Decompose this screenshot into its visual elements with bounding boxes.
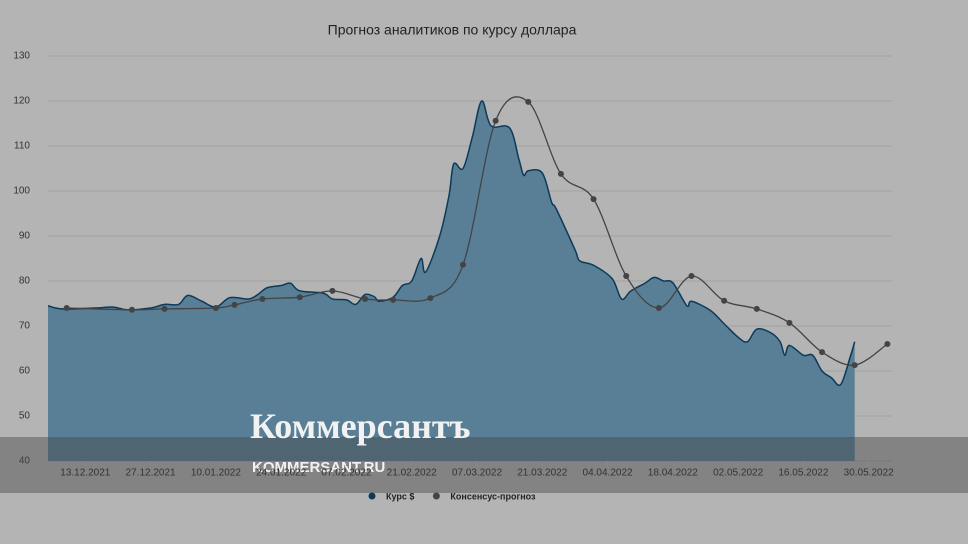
plot xyxy=(47,96,891,462)
legend: Курс $ Консенсус-прогноз xyxy=(368,491,536,501)
point xyxy=(329,287,336,294)
point xyxy=(786,319,793,326)
x-tick-label: 10.01.2022 xyxy=(191,468,241,479)
y-tick-label: 50 xyxy=(19,411,31,422)
point xyxy=(427,295,434,302)
point xyxy=(390,296,397,303)
point xyxy=(296,294,303,301)
legend-marker xyxy=(368,492,376,500)
point xyxy=(259,296,266,302)
x-tick-label: 21.02.2022 xyxy=(387,468,437,479)
point xyxy=(212,305,219,311)
x-tick-label: 07.03.2022 xyxy=(452,468,502,479)
y-tick-label: 80 xyxy=(19,276,31,287)
legend-marker xyxy=(432,492,440,500)
watermark-band xyxy=(0,437,968,493)
y-tick-label: 100 xyxy=(13,186,30,197)
legend-label: Консенсус-прогноз xyxy=(450,491,536,501)
point xyxy=(590,196,597,203)
point xyxy=(623,273,630,280)
point xyxy=(525,98,532,105)
point xyxy=(128,306,135,313)
point xyxy=(819,349,826,356)
x-tick-label: 04.04.2022 xyxy=(583,468,633,479)
point xyxy=(655,305,662,311)
watermark-site: KOMMERSANT.RU xyxy=(252,459,385,476)
y-tick-label: 70 xyxy=(19,321,31,332)
area-line xyxy=(47,100,856,387)
point xyxy=(362,296,369,302)
chart-title: Прогноз аналитиков по курсу доллара xyxy=(328,22,577,38)
point xyxy=(884,341,891,347)
x-tick-label: 24.01.2022 xyxy=(256,468,306,479)
y-tick-label: 40 xyxy=(19,456,31,467)
point xyxy=(851,362,858,369)
y-tick-label: 90 xyxy=(19,231,31,242)
point xyxy=(753,305,760,312)
area xyxy=(48,100,855,462)
x-tick-label: 30.05.2022 xyxy=(844,468,894,479)
y-tick-label: 130 xyxy=(13,51,30,62)
x-tick-label: 21.03.2022 xyxy=(517,468,567,479)
x-tick-label: 16.05.2022 xyxy=(778,468,828,479)
x-tick-label: 18.04.2022 xyxy=(648,468,698,479)
point xyxy=(492,117,499,124)
x-tick-label: 13.12.2021 xyxy=(60,468,110,479)
y-tick-label: 110 xyxy=(14,141,30,152)
point xyxy=(460,261,467,268)
point xyxy=(161,305,168,312)
x-tick-label: 27.12.2021 xyxy=(126,468,176,479)
point xyxy=(557,170,564,177)
point xyxy=(721,297,728,304)
x-tick-label: 02.05.2022 xyxy=(713,468,763,479)
y-tick-label: 60 xyxy=(19,366,31,377)
x-tick-label: 07.02.2022 xyxy=(321,468,371,479)
legend-label: Курс $ xyxy=(386,491,414,501)
y-tick-label: 120 xyxy=(13,96,30,107)
point xyxy=(688,273,695,280)
watermark-logo: Коммерсантъ xyxy=(250,406,471,446)
point xyxy=(63,305,70,311)
x-axis: 13.12.2021 27.12.2021 10.01.2022 24.01.2022… xyxy=(60,461,894,479)
point xyxy=(231,301,238,308)
